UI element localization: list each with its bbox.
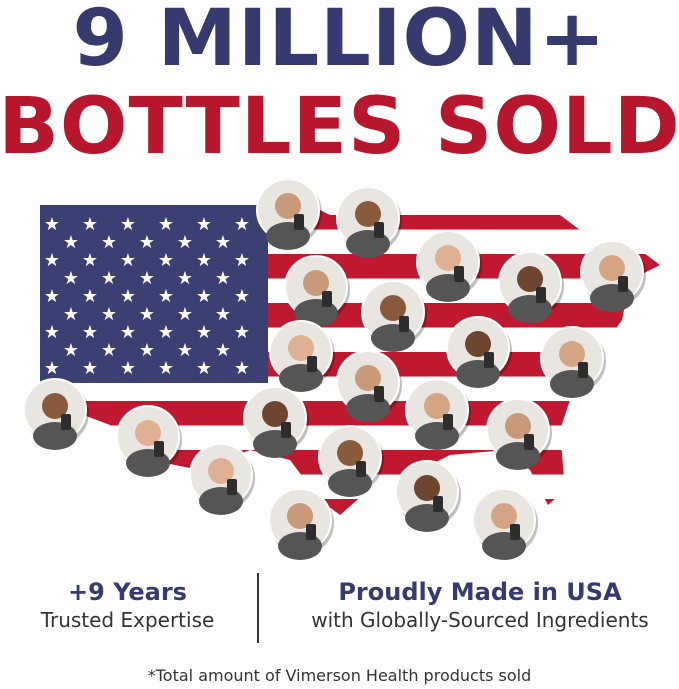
star-icon: ★	[215, 304, 231, 325]
us-flag-map: ★ ★ ★ ★ ★ ★★ ★ ★ ★ ★★ ★ ★ ★ ★ ★★ ★ ★ ★ ★★ ★ ★ ★ ★ ★★ ★ ★ ★ ★★ ★ ★ ★ ★ ★★…	[23, 178, 660, 560]
flag-canton	[40, 205, 268, 383]
star-icon: ★	[101, 340, 117, 361]
customer-photo	[318, 425, 384, 497]
star-icon: ★	[234, 286, 250, 307]
star-icon: ★	[82, 286, 98, 307]
star-icon: ★	[158, 322, 174, 343]
stat-years-subtitle: Trusted Expertise	[40, 608, 215, 632]
stat-made-in-usa: Proudly Made in USA with Globally-Source…	[280, 578, 679, 632]
customer-photo	[243, 386, 309, 458]
customer-photo	[23, 378, 89, 450]
star-icon: ★	[63, 232, 79, 253]
customer-photo	[405, 378, 471, 450]
star-icon: ★	[44, 214, 60, 235]
star-icon: ★	[234, 214, 250, 235]
customer-photo	[256, 178, 322, 250]
footnote: *Total amount of Vimerson Health product…	[147, 666, 532, 685]
customer-photo	[540, 326, 606, 398]
star-icon: ★	[101, 232, 117, 253]
star-icon: ★	[158, 286, 174, 307]
customer-photo	[395, 460, 461, 532]
star-icon: ★	[82, 358, 98, 379]
star-icon: ★	[215, 340, 231, 361]
star-icon: ★	[139, 304, 155, 325]
star-icon: ★	[234, 250, 250, 271]
customer-photo	[268, 488, 334, 560]
star-icon: ★	[196, 286, 212, 307]
star-icon: ★	[44, 250, 60, 271]
star-icon: ★	[177, 232, 193, 253]
star-icon: ★	[196, 214, 212, 235]
customer-photo	[486, 398, 552, 470]
star-icon: ★	[158, 250, 174, 271]
star-icon: ★	[196, 250, 212, 271]
customer-photo	[446, 316, 512, 388]
star-icon: ★	[82, 322, 98, 343]
star-icon: ★	[63, 340, 79, 361]
star-icon: ★	[120, 322, 136, 343]
star-icon: ★	[82, 214, 98, 235]
star-icon: ★	[215, 232, 231, 253]
star-icon: ★	[120, 214, 136, 235]
star-icon: ★	[158, 214, 174, 235]
star-icon: ★	[44, 286, 60, 307]
star-icon: ★	[120, 286, 136, 307]
customer-photo	[498, 251, 564, 323]
divider	[257, 573, 259, 643]
star-icon: ★	[44, 358, 60, 379]
star-icon: ★	[139, 340, 155, 361]
star-icon: ★	[234, 322, 250, 343]
star-icon: ★	[101, 304, 117, 325]
flag-stripe	[40, 499, 660, 515]
star-icon: ★	[177, 268, 193, 289]
headline-line-2: BOTTLES SOLD	[0, 82, 679, 172]
customer-photo	[269, 320, 335, 392]
stat-usa-title: Proudly Made in USA	[338, 578, 622, 606]
star-icon: ★	[44, 322, 60, 343]
star-icon: ★	[120, 358, 136, 379]
customer-photo	[416, 230, 482, 302]
customer-photo	[580, 240, 646, 312]
stat-usa-subtitle: with Globally-Sourced Ingredients	[311, 608, 649, 632]
customer-photo	[361, 280, 427, 352]
star-icon: ★	[177, 340, 193, 361]
star-icon: ★	[158, 358, 174, 379]
stat-years-title: +9 Years	[68, 578, 187, 606]
star-icon: ★	[215, 268, 231, 289]
stat-years: +9 Years Trusted Expertise	[10, 578, 245, 632]
customer-photo	[336, 350, 402, 422]
headline-line-1: 9 MILLION+	[72, 0, 607, 84]
star-icon: ★	[120, 250, 136, 271]
star-icon: ★	[234, 358, 250, 379]
customer-photo	[472, 488, 538, 560]
star-icon: ★	[139, 268, 155, 289]
flag-stripe	[40, 401, 660, 426]
star-icon: ★	[82, 250, 98, 271]
star-icon: ★	[177, 304, 193, 325]
star-icon: ★	[196, 322, 212, 343]
star-icon: ★	[63, 268, 79, 289]
customer-photo	[336, 186, 402, 258]
customer-photo	[189, 443, 255, 515]
customer-photo	[284, 255, 350, 327]
customer-photo	[116, 405, 182, 477]
star-icon: ★	[139, 232, 155, 253]
star-icon: ★	[63, 304, 79, 325]
star-icon: ★	[196, 358, 212, 379]
star-icon: ★	[101, 268, 117, 289]
